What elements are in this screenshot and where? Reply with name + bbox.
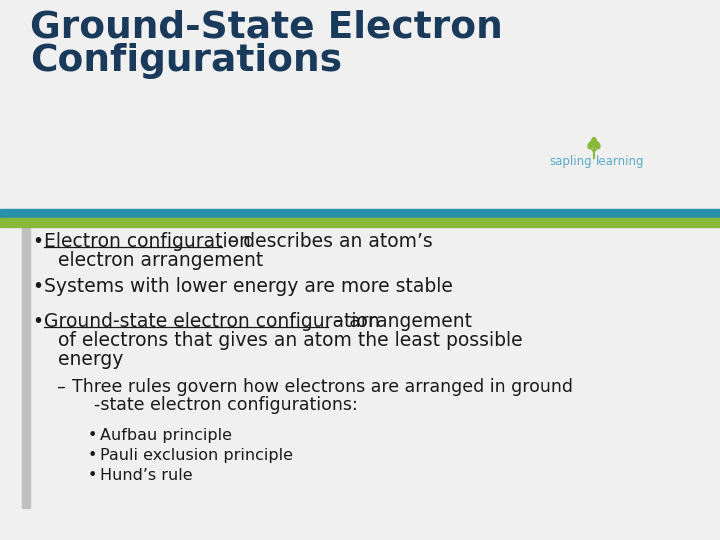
Text: •: • — [88, 448, 97, 463]
Text: Ground-State Electron: Ground-State Electron — [30, 10, 503, 46]
Text: sapling: sapling — [549, 156, 592, 168]
Text: Pauli exclusion principle: Pauli exclusion principle — [100, 448, 293, 463]
Bar — [22, 212, 30, 508]
Text: – arrangement: – arrangement — [328, 312, 472, 331]
Text: -state electron configurations:: -state electron configurations: — [72, 396, 358, 414]
Text: •: • — [88, 428, 97, 443]
Text: •: • — [32, 312, 43, 331]
Text: –: – — [56, 378, 65, 396]
Bar — [0, 209, 720, 218]
Text: •: • — [32, 277, 43, 296]
Text: Systems with lower energy are more stable: Systems with lower energy are more stabl… — [44, 277, 453, 296]
Text: learning: learning — [596, 156, 644, 168]
Text: – describes an atom’s: – describes an atom’s — [222, 232, 433, 251]
Text: •: • — [88, 468, 97, 483]
Text: Hund’s rule: Hund’s rule — [100, 468, 193, 483]
Text: Configurations: Configurations — [30, 43, 342, 79]
Text: Electron configuration: Electron configuration — [44, 232, 251, 251]
Ellipse shape — [592, 138, 596, 146]
Text: •: • — [32, 232, 43, 251]
Text: electron arrangement: electron arrangement — [58, 251, 264, 270]
Text: Three rules govern how electrons are arranged in ground: Three rules govern how electrons are arr… — [72, 378, 573, 396]
Text: Ground-state electron configuration: Ground-state electron configuration — [44, 312, 379, 331]
Bar — [0, 218, 720, 227]
Ellipse shape — [588, 141, 594, 149]
Ellipse shape — [594, 141, 600, 149]
Text: of electrons that gives an atom the least possible: of electrons that gives an atom the leas… — [58, 331, 523, 350]
Text: energy: energy — [58, 350, 123, 369]
Text: Aufbau principle: Aufbau principle — [100, 428, 232, 443]
